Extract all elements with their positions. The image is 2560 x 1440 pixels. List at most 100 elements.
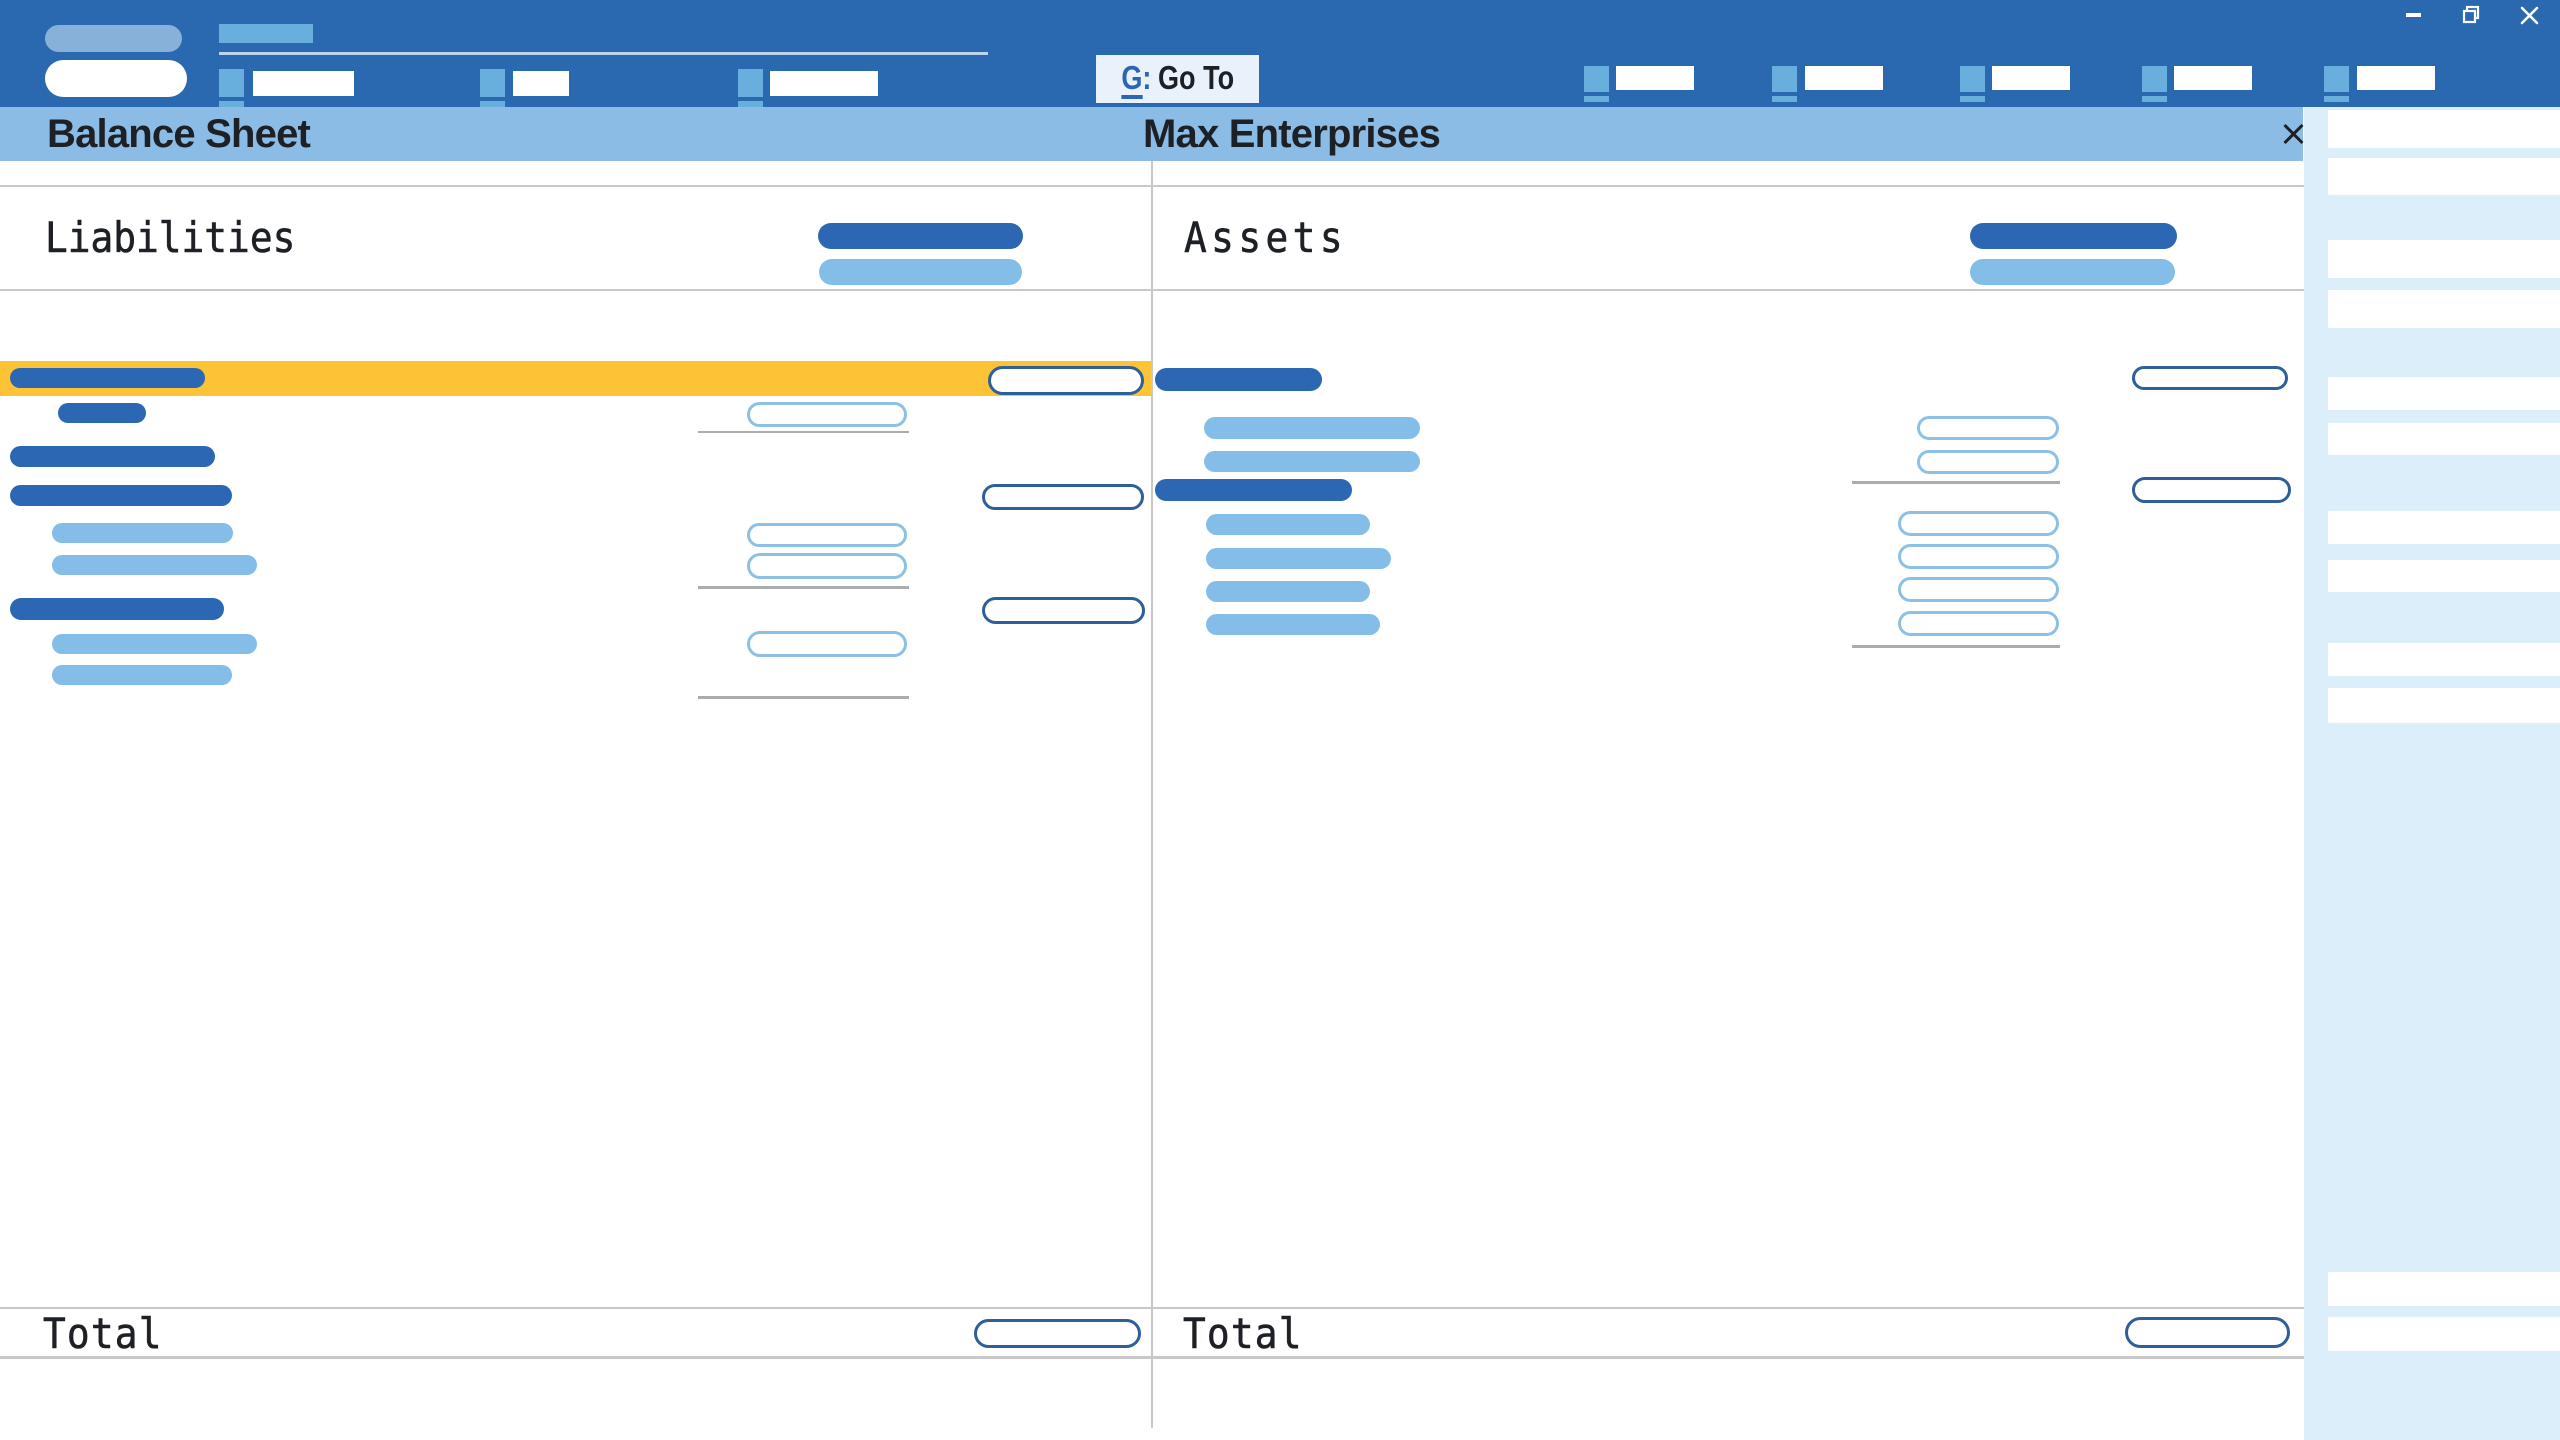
assets-row-4-pill[interactable]	[1155, 478, 1352, 501]
liabilities-header-pill-dark	[818, 222, 1023, 249]
liabilities-row-6-pill[interactable]	[52, 555, 257, 575]
assets-row-3-value-field[interactable]	[1917, 449, 2059, 474]
assets-row-8-underline	[1852, 645, 2060, 648]
toolbar-left-3-label[interactable]	[770, 71, 878, 96]
sidebar-row-10	[2328, 688, 2560, 723]
toolbar-right-5-shortcut-bar	[2324, 95, 2350, 102]
toolbar-left-2-label[interactable]	[513, 71, 569, 96]
toolbar-left-1-shortcut-bar	[219, 101, 244, 107]
restore-icon	[2462, 5, 2480, 24]
report-title-bar: Balance Sheet Max Enterprises	[0, 107, 2304, 161]
assets-row-5-value-field[interactable]	[1898, 511, 2059, 536]
toolbar-right-4-label[interactable]	[2174, 66, 2252, 90]
toolbar-right-2-icon[interactable]	[1772, 65, 1797, 92]
sidebar-row-7	[2328, 510, 2560, 544]
assets-row-2-pill[interactable]	[1204, 417, 1420, 439]
liabilities-row-5-pill[interactable]	[52, 522, 233, 543]
toolbar-right-5-label[interactable]	[2356, 66, 2435, 90]
toolbar-right-4-icon[interactable]	[2141, 65, 2167, 92]
sidebar-row-6	[2328, 422, 2560, 455]
report-close-button[interactable]	[2278, 119, 2308, 149]
company-name: Max Enterprises	[1143, 111, 1441, 156]
liabilities-row-3-pill[interactable]	[10, 446, 215, 467]
assets-header-pill-dark	[1970, 222, 2177, 249]
toolbar-left-2-icon[interactable]	[480, 69, 505, 97]
toolbar-left-1-icon[interactable]	[219, 69, 244, 97]
sidebar-row-11	[2328, 1271, 2560, 1306]
liabilities-row-2-value-field[interactable]	[747, 401, 907, 427]
brand-pill-top	[45, 25, 182, 52]
sidebar-row-4	[2328, 290, 2560, 328]
toolbar-right-5-icon[interactable]	[2324, 65, 2350, 92]
toolbar-right-1-icon[interactable]	[1583, 65, 1609, 92]
liabilities-row-7-pill[interactable]	[10, 598, 224, 620]
report-title: Balance Sheet	[47, 111, 311, 156]
liabilities-row-1-pill[interactable]	[10, 368, 205, 388]
toolbar-right-4-shortcut-bar	[2141, 95, 2167, 102]
toolbar-left-3-icon[interactable]	[738, 69, 763, 97]
liabilities-header-pill-light	[819, 259, 1022, 285]
toolbar-left-3-shortcut-bar	[738, 101, 763, 107]
liabilities-row-1-value-field[interactable]	[988, 366, 1144, 395]
assets-row-2-value-field[interactable]	[1917, 416, 2059, 440]
liabilities-row-5-value-field[interactable]	[747, 522, 907, 547]
liabilities-total-label: Total	[43, 1309, 163, 1358]
window-controls	[2370, 0, 2560, 32]
liabilities-row-4-pill[interactable]	[10, 485, 232, 506]
liabilities-row-6-underline	[698, 586, 909, 589]
assets-heading: Assets	[1184, 213, 1348, 262]
close-button[interactable]	[2506, 0, 2552, 32]
assets-row-6-pill[interactable]	[1206, 547, 1391, 569]
sidebar-row-2	[2328, 157, 2560, 195]
assets-total-label: Total	[1183, 1309, 1303, 1358]
assets-row-5-pill[interactable]	[1206, 514, 1370, 535]
sidebar-row-1	[2328, 109, 2560, 148]
go-to-button[interactable]: G: Go To	[1096, 55, 1259, 103]
minimize-button[interactable]	[2390, 0, 2436, 32]
toolbar-right-3-icon[interactable]	[1959, 65, 1985, 92]
toolbar-left-1-label[interactable]	[252, 71, 354, 96]
assets-row-7-pill[interactable]	[1206, 581, 1370, 602]
liabilities-row-9-pill[interactable]	[52, 665, 232, 685]
sidebar-row-3	[2328, 240, 2560, 278]
liabilities-row-2-underline	[698, 430, 909, 433]
toolbar-right-2-shortcut-bar	[1772, 95, 1797, 102]
toolbar-left-2-shortcut-bar	[480, 101, 505, 107]
x-close-icon	[2283, 123, 2304, 145]
menu-label-placeholder[interactable]	[219, 24, 313, 43]
toolbar-right-3-shortcut-bar	[1959, 95, 1985, 102]
sidebar-row-9	[2328, 642, 2560, 676]
liabilities-row-2-pill[interactable]	[58, 402, 146, 423]
liabilities-row-8-value-field[interactable]	[747, 631, 907, 657]
toolbar-right-2-label[interactable]	[1804, 66, 1883, 90]
liabilities-row-6-value-field[interactable]	[747, 552, 907, 579]
liabilities-total-value-field[interactable]	[974, 1319, 1141, 1348]
assets-row-1-value-field[interactable]	[2132, 365, 2288, 390]
assets-row-7-value-field[interactable]	[1898, 577, 2059, 602]
assets-total-value-field[interactable]	[2125, 1317, 2290, 1348]
close-icon	[2520, 6, 2539, 25]
assets-header-pill-light	[1970, 259, 2175, 285]
assets-row-4-value-field[interactable]	[2132, 477, 2291, 503]
assets-row-6-value-field[interactable]	[1898, 544, 2059, 569]
brand-pill-bottom	[45, 60, 187, 97]
liabilities-row-8-pill[interactable]	[52, 633, 257, 654]
sidebar-row-5	[2328, 377, 2560, 410]
assets-row-3-underline	[1852, 481, 2060, 484]
toolbar-right-1-shortcut-bar	[1583, 95, 1609, 102]
restore-button[interactable]	[2448, 0, 2494, 32]
liabilities-row-4-value-field[interactable]	[982, 483, 1144, 510]
liabilities-row-9-underline	[698, 696, 909, 699]
go-to-label: Go To	[1157, 59, 1234, 96]
go-to-button-text: G: Go To	[1121, 59, 1234, 99]
assets-row-1-pill[interactable]	[1155, 367, 1322, 391]
menu-underline	[219, 52, 988, 55]
go-to-shortcut-key: G	[1121, 61, 1143, 99]
liabilities-row-7-value-field[interactable]	[982, 597, 1145, 624]
assets-row-8-pill[interactable]	[1206, 614, 1380, 635]
assets-row-3-pill[interactable]	[1204, 451, 1420, 472]
assets-row-8-value-field[interactable]	[1898, 611, 2059, 636]
liabilities-heading: Liabilities	[45, 213, 296, 262]
toolbar-right-3-label[interactable]	[1992, 66, 2070, 90]
toolbar-right-1-label[interactable]	[1616, 66, 1694, 90]
